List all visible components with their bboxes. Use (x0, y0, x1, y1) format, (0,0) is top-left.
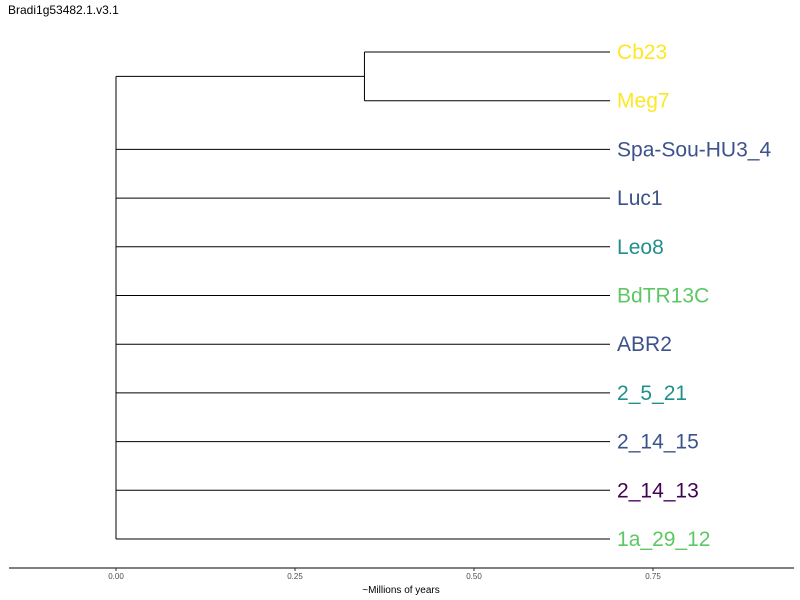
tip-label: BdTR13C (617, 285, 709, 308)
tip-label: 2_5_21 (617, 382, 687, 405)
tree-branches (115, 51, 611, 540)
time-axis: 0.00 0.25 0.50 0.75 ~Millions of years (9, 567, 794, 596)
tip-label: ABR2 (617, 333, 672, 356)
tip-label: Leo8 (617, 236, 664, 259)
tip-label: Spa-Sou-HU3_4 (617, 138, 771, 161)
tip-label: 1a_29_12 (617, 528, 710, 551)
axis-tick-label: 0.25 (287, 572, 303, 581)
axis-title: ~Millions of years (362, 585, 440, 596)
tip-labels: Cb23 Meg7 Spa-Sou-HU3_4 Luc1 Leo8 BdTR13C ABR2… (617, 41, 771, 551)
axis-tick-label: 0.75 (645, 572, 661, 581)
axis-tick-label: 0.50 (466, 572, 482, 581)
axis-tick-label: 0.00 (108, 572, 124, 581)
tip-label: Cb23 (617, 41, 667, 64)
tip-label: 2_14_13 (617, 479, 699, 502)
gene-title: Bradi1g53482.1.v3.1 (8, 3, 119, 17)
axis-ticks: 0.00 0.25 0.50 0.75 (108, 568, 661, 581)
tip-label: Meg7 (617, 90, 670, 113)
tip-label: 2_14_15 (617, 431, 699, 454)
tip-label: Luc1 (617, 187, 663, 210)
